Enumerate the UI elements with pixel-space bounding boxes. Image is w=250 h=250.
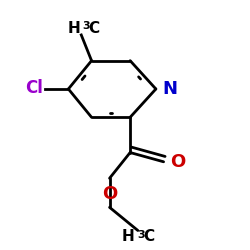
Text: C: C: [144, 230, 155, 244]
Text: H: H: [67, 21, 80, 36]
Text: C: C: [88, 21, 100, 36]
Text: N: N: [162, 80, 177, 98]
Text: H: H: [121, 230, 134, 244]
Text: Cl: Cl: [25, 79, 43, 97]
Text: 3: 3: [137, 230, 145, 239]
Text: 3: 3: [82, 21, 90, 31]
Text: O: O: [102, 185, 117, 203]
Text: O: O: [170, 153, 185, 171]
